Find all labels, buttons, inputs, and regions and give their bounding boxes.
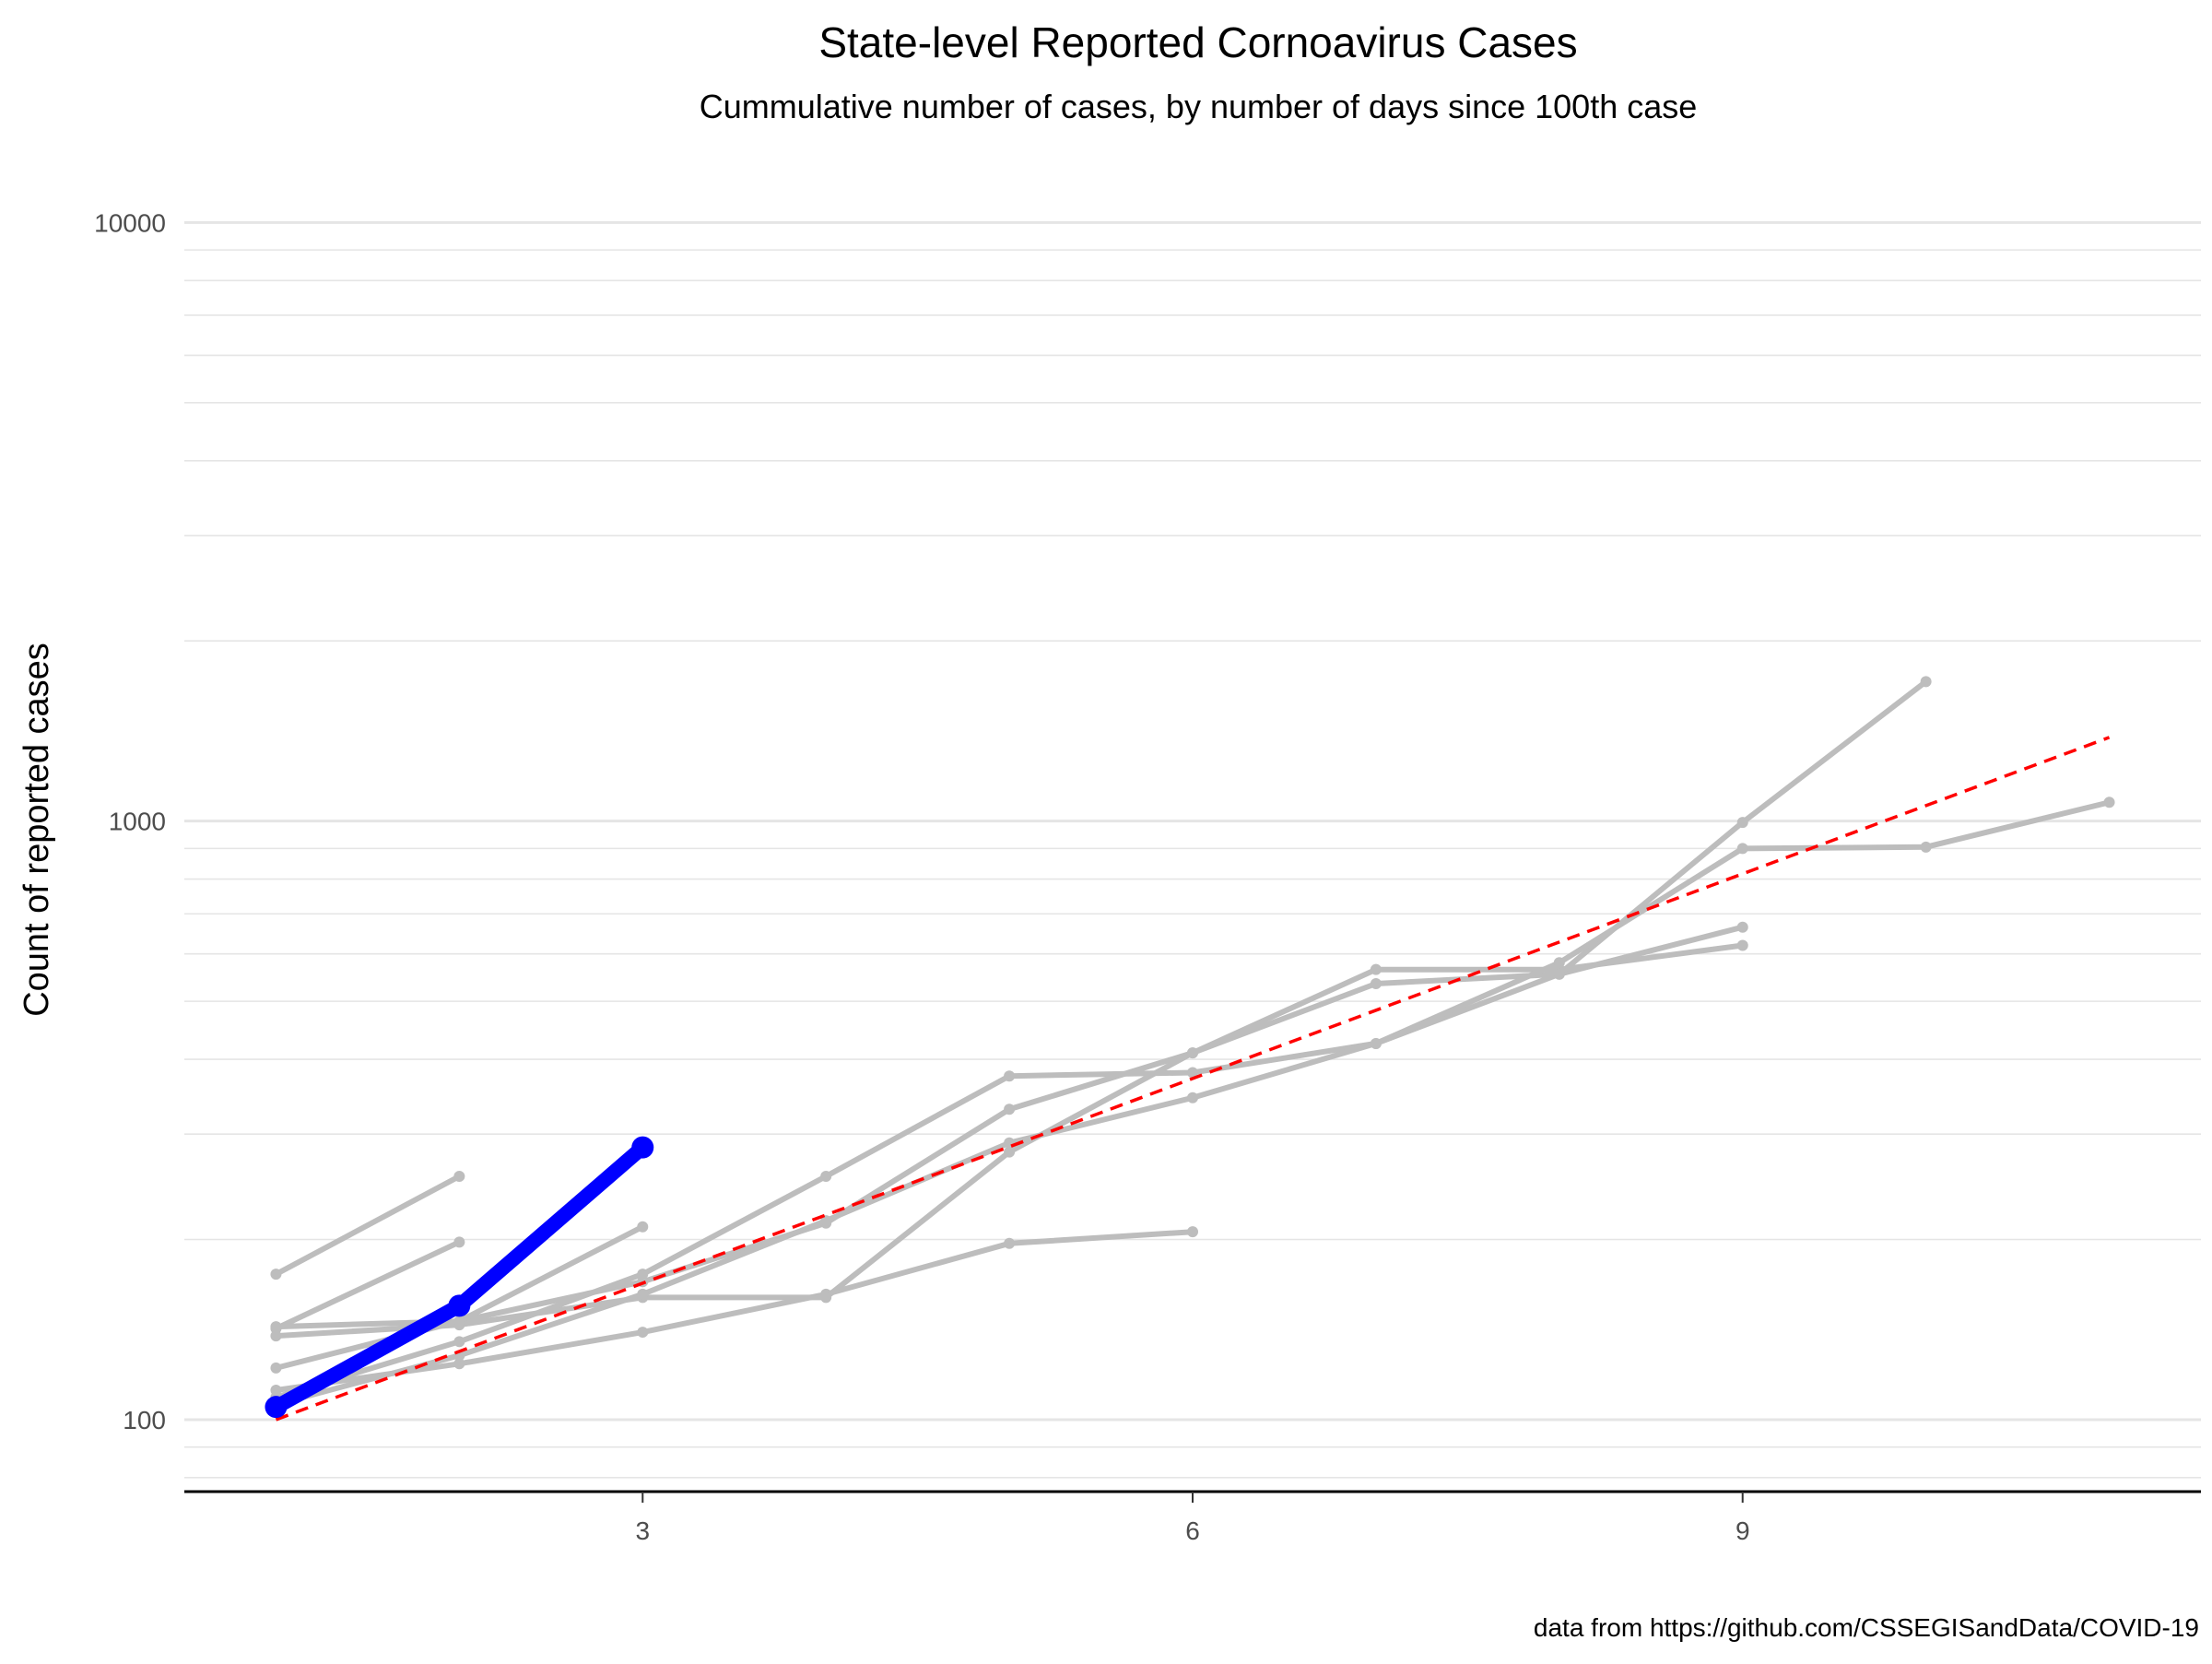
series-point xyxy=(1004,1070,1016,1082)
series-point xyxy=(1920,676,1932,688)
series-layer xyxy=(270,676,2115,1410)
series-point xyxy=(637,1327,649,1339)
series-point xyxy=(270,1330,282,1342)
series-point xyxy=(1187,1067,1198,1079)
series-point xyxy=(1187,1092,1198,1103)
y-axis-ticks: 100 1000 10000 xyxy=(94,208,166,1434)
series-point xyxy=(1004,1237,1016,1249)
series-point xyxy=(1187,1226,1198,1238)
y-axis-label: Count of reported cases xyxy=(18,643,56,1017)
series-point xyxy=(453,1336,465,1348)
chart-caption: data from https://github.com/CSSEGISandD… xyxy=(1534,1613,2199,1642)
series-point xyxy=(1004,1146,1016,1158)
y-tick-label: 100 xyxy=(123,1406,166,1434)
series-point xyxy=(2103,797,2115,808)
series-point xyxy=(820,1215,832,1227)
series-point xyxy=(1920,841,1932,853)
reference-layer xyxy=(275,736,2111,1422)
series-point xyxy=(820,1170,832,1182)
y-tick-label: 1000 xyxy=(109,808,166,836)
series-point xyxy=(820,1292,832,1304)
series-point xyxy=(453,1358,465,1370)
x-tick-label: 9 xyxy=(1735,1516,1750,1545)
x-axis-ticks: 3 6 9 xyxy=(635,1492,1750,1545)
x-tick-label: 6 xyxy=(1185,1516,1200,1545)
series-point xyxy=(270,1362,282,1374)
series-point xyxy=(1370,1037,1382,1049)
grid-lines xyxy=(184,220,2201,1479)
series-line-4 xyxy=(273,1229,1195,1393)
series-point xyxy=(1187,1047,1198,1059)
series-line-1 xyxy=(273,1174,463,1278)
series-point xyxy=(453,1316,465,1328)
series-point xyxy=(637,1269,649,1280)
series-point xyxy=(1736,817,1748,829)
series-point xyxy=(637,1221,649,1233)
series-line-7 xyxy=(273,679,1929,1400)
series-point xyxy=(1736,843,1748,855)
series-point xyxy=(1736,921,1748,933)
series-point xyxy=(453,1170,465,1182)
reference-line xyxy=(275,736,2111,1422)
series-point xyxy=(270,1321,282,1333)
series-point xyxy=(1370,963,1382,975)
series-point xyxy=(270,1269,282,1280)
highlight-layer xyxy=(265,1136,654,1419)
chart-subtitle: Cummulative number of cases, by number o… xyxy=(700,88,1698,125)
series-point xyxy=(1553,968,1565,980)
highlight-series-point xyxy=(265,1396,288,1419)
series-point xyxy=(1370,978,1382,990)
series-point xyxy=(637,1288,649,1300)
series-point xyxy=(1736,939,1748,951)
highlight-series-point xyxy=(448,1294,471,1317)
highlight-series-point xyxy=(631,1136,654,1159)
series-line-2 xyxy=(273,1239,463,1332)
x-tick-label: 3 xyxy=(635,1516,650,1545)
series-point xyxy=(1004,1103,1016,1115)
series-point xyxy=(453,1236,465,1248)
y-tick-label: 10000 xyxy=(94,208,166,237)
series-point xyxy=(1553,957,1565,969)
chart-title: State-level Reported Cornoavirus Cases xyxy=(818,18,1577,66)
